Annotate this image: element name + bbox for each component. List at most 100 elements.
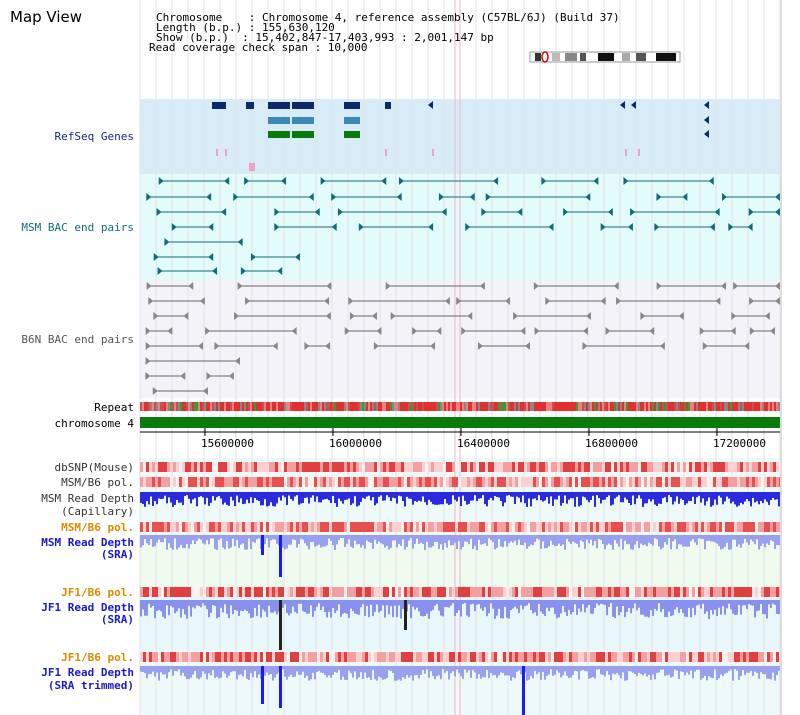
track-label-jf1-read-trim[interactable]: JF1 Read Depth (41, 666, 134, 679)
read-depth-bar (140, 492, 142, 503)
repeat-segment (298, 402, 300, 411)
track-label-jf1-read-sra[interactable]: JF1 Read Depth (41, 601, 134, 614)
track-label-jf1-b6-pol-2[interactable]: JF1/B6 pol. (61, 651, 134, 664)
heat-cell (617, 477, 620, 487)
read-depth-bar (326, 492, 328, 499)
repeat-segment (484, 402, 486, 411)
read-depth-bar (152, 535, 154, 547)
track-label-refseq[interactable]: RefSeq Genes (54, 130, 134, 143)
repeat-segment (350, 402, 352, 411)
repeat-segment (556, 402, 558, 411)
heat-cell (572, 652, 575, 662)
heat-cell (776, 462, 779, 472)
heat-cell (683, 587, 686, 597)
heat-cell (626, 477, 629, 487)
read-depth-bar (310, 600, 312, 606)
heat-cell (647, 477, 650, 487)
heat-cell (242, 587, 245, 597)
heat-cell (218, 462, 221, 472)
heat-cell (281, 587, 284, 597)
read-depth-bar (688, 535, 690, 547)
read-depth-bar (584, 535, 586, 550)
read-depth-bar (504, 492, 506, 503)
b6n-bac-end (183, 312, 189, 320)
heat-cell (596, 587, 599, 597)
heat-cell (599, 477, 602, 487)
read-depth-bar (676, 600, 678, 608)
heat-cell (425, 477, 428, 487)
track-label-jf1-b6-pol-1[interactable]: JF1/B6 pol. (61, 586, 134, 599)
heat-cell (713, 477, 716, 487)
heat-cell (608, 652, 611, 662)
read-depth-bar (564, 492, 566, 496)
read-depth-bar (190, 666, 192, 678)
heat-cell (290, 462, 293, 472)
track-label-dbsnp[interactable]: dbSNP(Mouse) (54, 461, 134, 474)
read-depth-bar (482, 535, 484, 545)
heat-cell (713, 652, 716, 662)
track-label-msm-bac[interactable]: MSM BAC end pairs (21, 221, 134, 234)
repeat-segment (478, 402, 480, 411)
heat-cell (596, 652, 599, 662)
read-depth-bar (194, 666, 196, 671)
heat-cell (728, 462, 731, 472)
msm-bac-end (708, 177, 714, 185)
read-depth-bar (376, 492, 378, 504)
repeat-segment (588, 402, 590, 411)
heat-cell (452, 462, 455, 472)
heat-cell (632, 652, 635, 662)
read-depth-bar (730, 666, 732, 670)
repeat-segment (412, 402, 414, 411)
heat-cell (638, 652, 641, 662)
repeat-segment (268, 402, 270, 411)
repeat-segment (598, 402, 600, 411)
read-depth-bar (348, 535, 350, 540)
repeat-segment (776, 402, 778, 411)
heat-cell (347, 477, 350, 487)
read-depth-bar (234, 666, 236, 672)
heat-cell (542, 477, 545, 487)
repeat-segment (340, 402, 342, 411)
read-depth-bar (320, 666, 322, 673)
read-depth-bar (382, 535, 384, 545)
heat-cell (386, 477, 389, 487)
read-depth-bar (652, 492, 654, 500)
read-depth-bar (772, 535, 774, 542)
read-depth-bar (736, 600, 738, 615)
heat-cell (362, 477, 365, 487)
b6n-bac-end (326, 282, 332, 290)
read-depth-bar (592, 600, 594, 614)
track-label-msm-b6-pol-2[interactable]: MSM/B6 pol. (61, 521, 134, 534)
read-depth-bar (170, 666, 172, 670)
repeat-segment (700, 402, 702, 411)
msm-bac-end (224, 177, 230, 185)
repeat-segment (674, 402, 676, 411)
read-depth-bar (284, 600, 286, 605)
msm-bac-end (728, 223, 734, 231)
heat-cell (401, 652, 404, 662)
read-depth-bar (620, 535, 622, 539)
track-label-repeat[interactable]: Repeat (94, 401, 134, 414)
read-depth-bar (222, 535, 224, 548)
repeat-segment (510, 402, 512, 411)
read-depth-bar (614, 666, 616, 675)
heat-cell (515, 652, 518, 662)
read-depth-bar (698, 666, 700, 670)
msm-bac-end (721, 193, 727, 201)
track-label-b6n-bac[interactable]: B6N BAC end pairs (21, 333, 134, 346)
track-label-msm-b6-pol-1[interactable]: MSM/B6 pol. (61, 476, 134, 489)
read-depth-bar (212, 666, 214, 671)
b6n-bac-end (775, 282, 780, 290)
read-depth-bar (606, 666, 608, 671)
track-label-msm-read-sra[interactable]: MSM Read Depth (41, 536, 134, 549)
read-depth-bar (476, 492, 478, 502)
heat-cell (281, 477, 284, 487)
repeat-segment (408, 402, 410, 411)
b6n-bac-end (180, 372, 186, 380)
read-depth-bar (536, 666, 538, 675)
read-depth-bar (404, 492, 406, 507)
track-label-msm-read-cap[interactable]: MSM Read Depth (41, 492, 134, 505)
heat-cell (305, 652, 308, 662)
axis-tick-label: 16400000 (457, 437, 510, 450)
